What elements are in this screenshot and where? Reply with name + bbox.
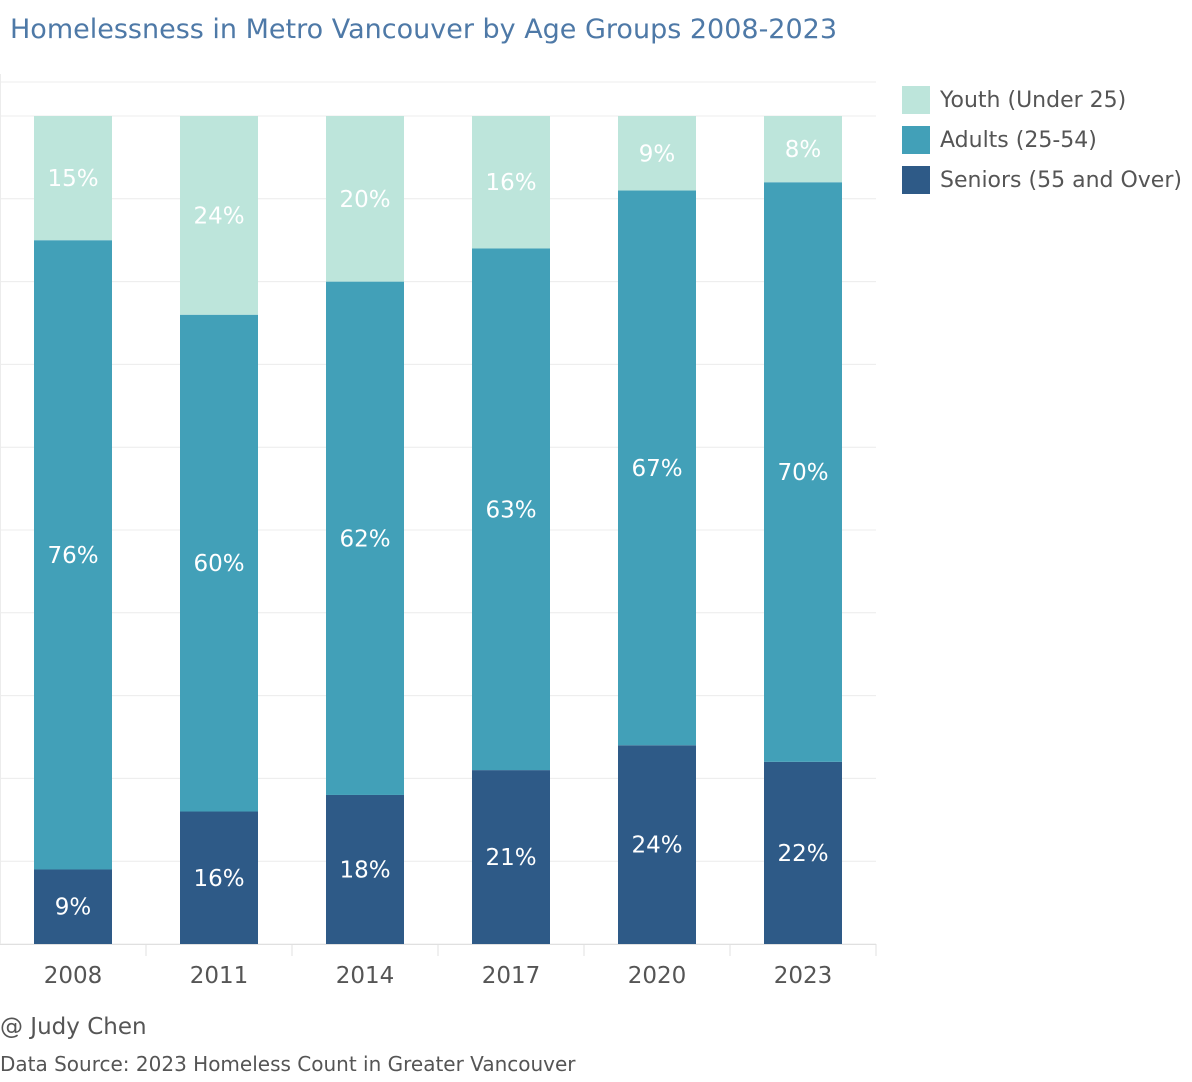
bar-segment [326, 116, 404, 282]
data-label: 9% [55, 895, 92, 921]
legend-swatch [902, 126, 930, 154]
bar-segment [618, 116, 696, 191]
grid-lines [0, 74, 877, 945]
bar-segment [764, 182, 842, 762]
x-tick-label: 2023 [774, 963, 833, 989]
legend: Youth (Under 25) Adults (25-54) Seniors (5… [902, 80, 1182, 200]
bar-segment [618, 190, 696, 746]
data-labels: 9% 76% 15% 16% 60% 24% 18% 62% 20% 21% 63% 16% 24% 67… [47, 137, 828, 921]
bars [34, 116, 842, 944]
data-label: 16% [485, 170, 536, 196]
author-credit: @ Judy Chen [0, 1014, 147, 1040]
data-label: 24% [631, 833, 682, 859]
chart-title: Homelessness in Metro Vancouver by Age G… [10, 14, 838, 45]
legend-item: Adults (25-54) [902, 120, 1182, 160]
x-tick-label: 2017 [482, 963, 541, 989]
legend-swatch [902, 166, 930, 194]
x-tick-label: 2011 [190, 963, 249, 989]
data-source: Data Source: 2023 Homeless Count in Grea… [0, 1052, 576, 1076]
bar-segment [472, 248, 550, 771]
legend-item: Youth (Under 25) [902, 80, 1182, 120]
legend-item: Seniors (55 and Over) [902, 160, 1182, 200]
x-axis: 2008 2011 2014 2017 2020 2023 [0, 944, 877, 989]
data-label: 15% [47, 166, 98, 192]
data-label: 76% [47, 543, 98, 569]
x-tick-label: 2014 [336, 963, 395, 989]
data-label: 70% [777, 460, 828, 486]
data-label: 63% [485, 497, 536, 523]
data-label: 62% [339, 526, 390, 552]
bar-segment [764, 761, 842, 944]
data-label: 9% [639, 141, 676, 167]
bar-segment [472, 116, 550, 249]
bar-segment [618, 745, 696, 944]
data-label: 21% [485, 845, 536, 871]
data-label: 22% [777, 841, 828, 867]
bar-segment [764, 116, 842, 183]
bar-segment [326, 281, 404, 795]
data-label: 18% [339, 857, 390, 883]
data-label: 24% [193, 203, 244, 229]
bar-segment [34, 240, 112, 870]
data-label: 67% [631, 456, 682, 482]
bar-segment [472, 770, 550, 944]
x-tick-label: 2008 [44, 963, 103, 989]
legend-swatch [902, 86, 930, 114]
x-tick-label: 2020 [628, 963, 687, 989]
legend-label: Youth (Under 25) [940, 87, 1127, 113]
bar-segment [326, 794, 404, 944]
bar-segment [34, 869, 112, 944]
bar-segment [180, 811, 258, 944]
bar-segment [180, 116, 258, 315]
legend-label: Seniors (55 and Over) [940, 167, 1182, 193]
data-label: 60% [193, 551, 244, 577]
bar-segment [34, 116, 112, 241]
data-label: 8% [785, 137, 822, 163]
legend-label: Adults (25-54) [940, 127, 1097, 153]
data-label: 20% [339, 187, 390, 213]
bar-segment [180, 314, 258, 812]
data-label: 16% [193, 866, 244, 892]
stacked-bar-chart: 9% 76% 15% 16% 60% 24% 18% 62% 20% 21% 63% 16% 24% 67… [0, 74, 877, 989]
